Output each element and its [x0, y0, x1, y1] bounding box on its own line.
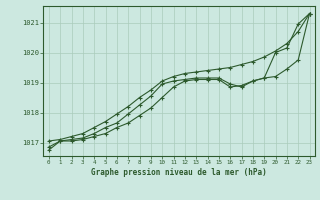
X-axis label: Graphe pression niveau de la mer (hPa): Graphe pression niveau de la mer (hPa): [91, 168, 267, 177]
